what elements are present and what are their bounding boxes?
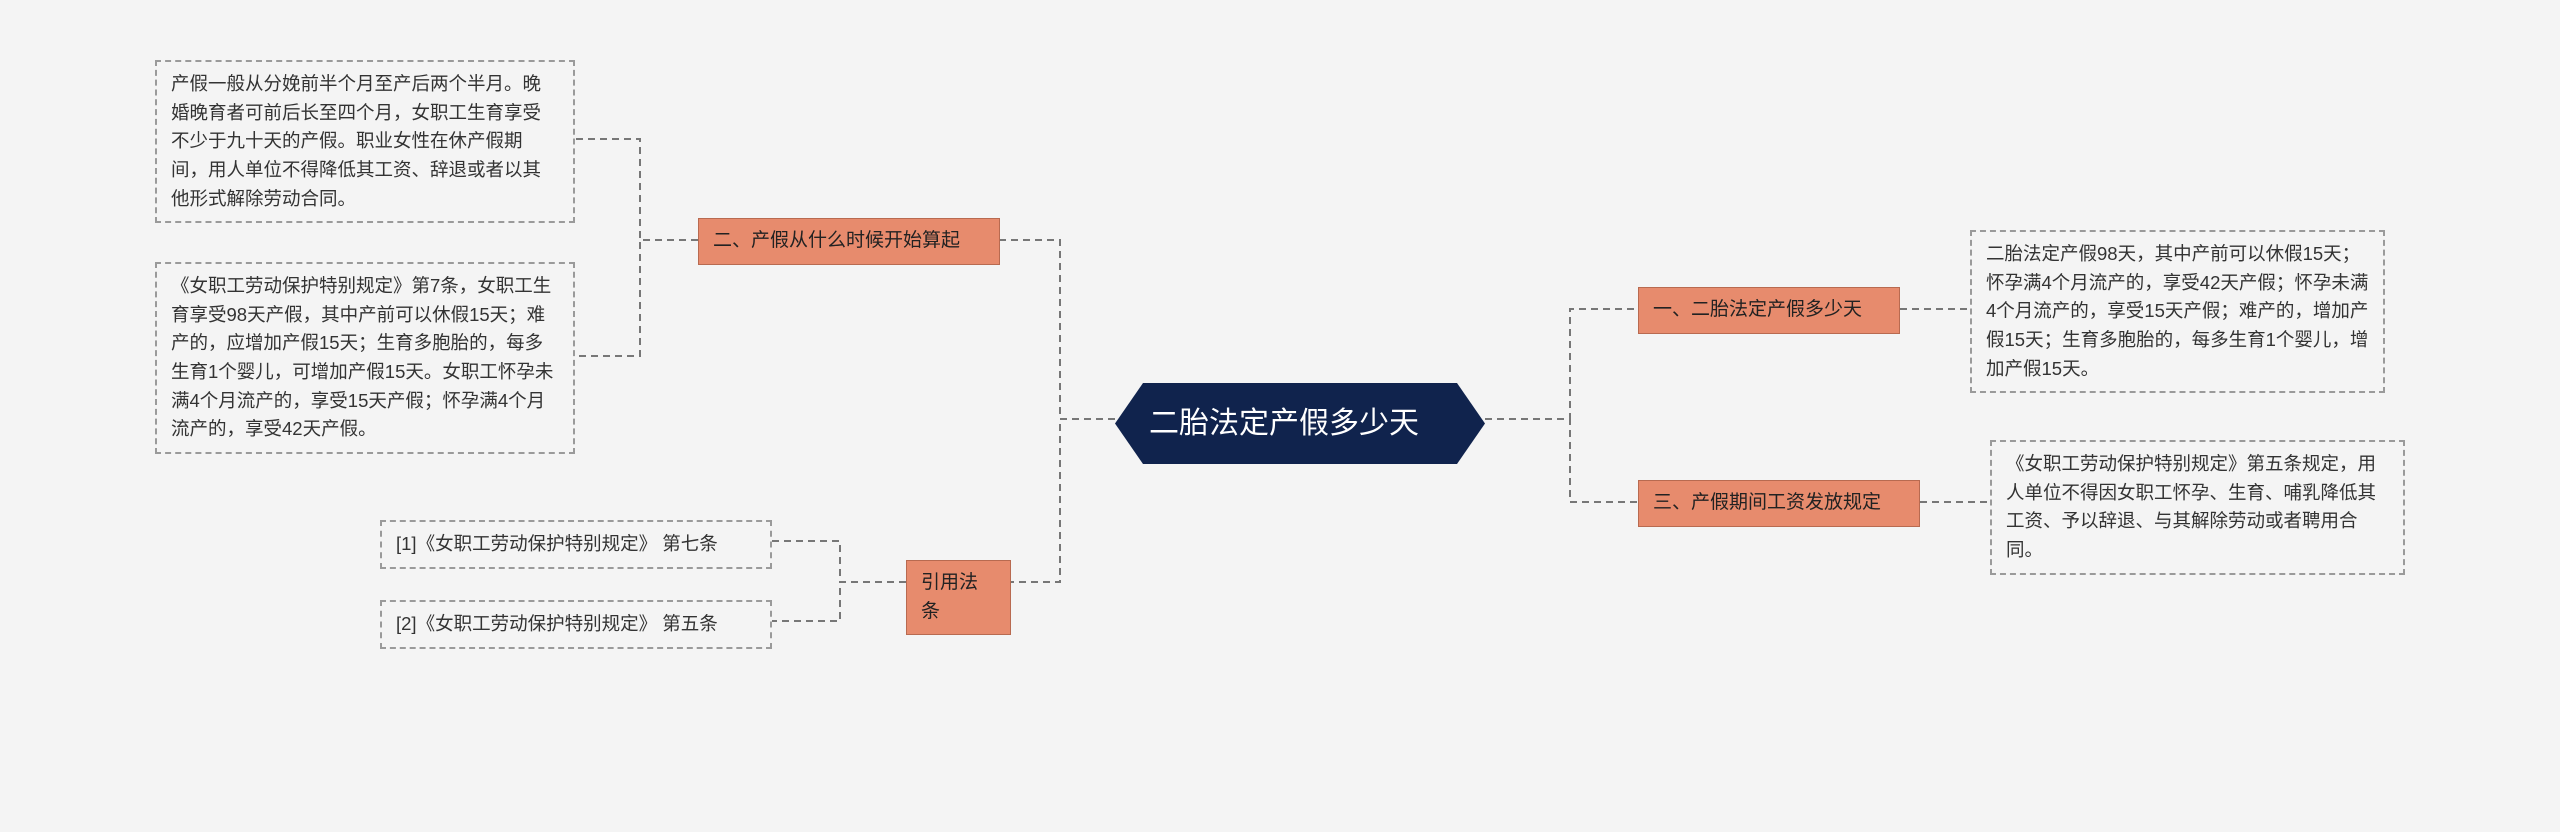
connector-path: [772, 541, 906, 582]
topic-node-l2[interactable]: 引用法条: [906, 560, 1011, 635]
connector-path: [1485, 419, 1638, 502]
connector-path: [772, 582, 906, 621]
leaf-node-r2l1: 《女职工劳动保护特别规定》第五条规定，用人单位不得因女职工怀孕、生育、哺乳降低其…: [1990, 440, 2405, 575]
connector-path: [575, 240, 698, 356]
connector-path: [1011, 419, 1115, 582]
leaf-node-l1l2: 《女职工劳动保护特别规定》第7条，女职工生育享受98天产假，其中产前可以休假15…: [155, 262, 575, 454]
leaf-node-l2l1: [1]《女职工劳动保护特别规定》 第七条: [380, 520, 772, 569]
leaf-node-l1l1: 产假一般从分娩前半个月至产后两个半月。晚婚晚育者可前后长至四个月，女职工生育享受…: [155, 60, 575, 223]
leaf-node-l2l2: [2]《女职工劳动保护特别规定》 第五条: [380, 600, 772, 649]
connector-path: [575, 139, 698, 240]
connector-path: [1000, 240, 1115, 419]
topic-node-l1[interactable]: 二、产假从什么时候开始算起: [698, 218, 1000, 265]
topic-node-r1[interactable]: 一、二胎法定产假多少天: [1638, 287, 1900, 334]
central-topic[interactable]: 二胎法定产假多少天: [1115, 383, 1485, 464]
leaf-node-r1l1: 二胎法定产假98天，其中产前可以休假15天；怀孕满4个月流产的，享受42天产假；…: [1970, 230, 2385, 393]
topic-node-r2[interactable]: 三、产假期间工资发放规定: [1638, 480, 1920, 527]
connector-path: [1485, 309, 1638, 419]
